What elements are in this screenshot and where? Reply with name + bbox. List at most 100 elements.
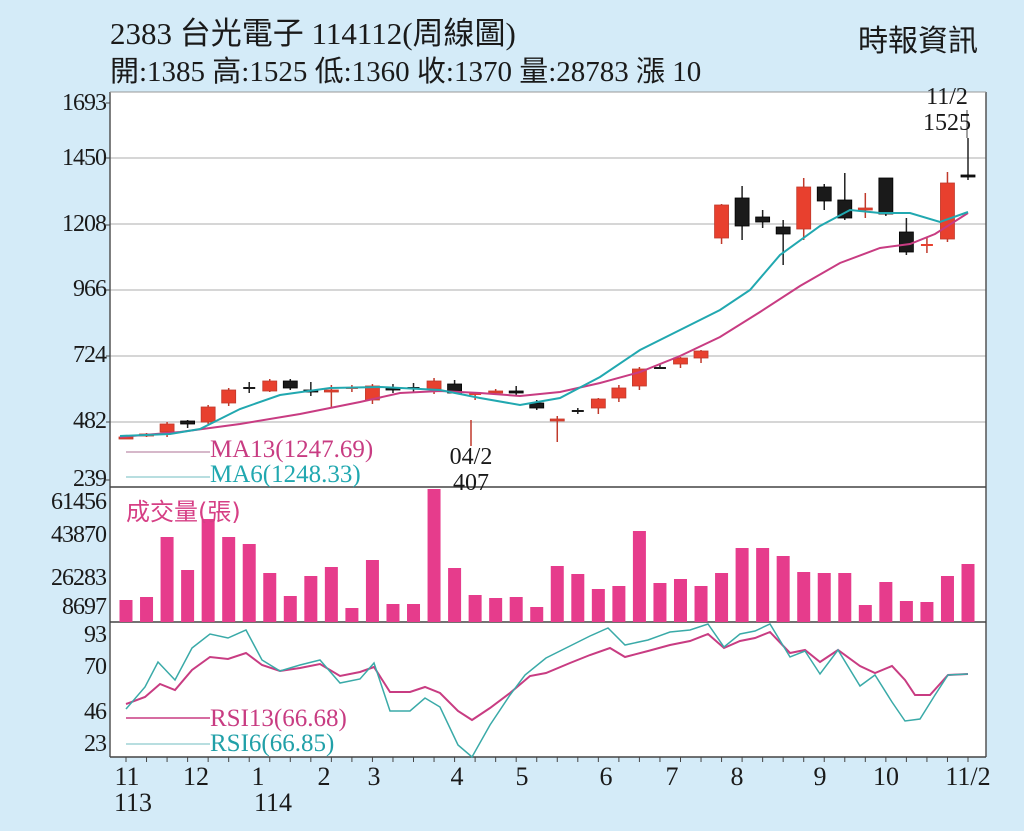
volume-bar <box>530 607 544 622</box>
up-candle <box>590 398 606 409</box>
ma13-line <box>119 212 969 438</box>
volume-bar <box>673 579 687 622</box>
x-tick: 3 <box>367 762 381 791</box>
price-tick: 482 <box>73 408 107 434</box>
volume-bar <box>591 589 605 622</box>
volume-bar <box>283 596 297 622</box>
x-tick: 11/2 <box>945 762 991 791</box>
down-candle <box>837 199 853 219</box>
volume-bar <box>940 576 954 622</box>
x-year: 114 <box>253 788 293 817</box>
price-tick: 239 <box>73 466 107 492</box>
volume-bar <box>838 573 852 622</box>
rsi13-legend: RSI13(66.68) <box>210 705 347 732</box>
up-candle <box>611 387 627 399</box>
up-candle <box>857 207 873 211</box>
price-tick: 1450 <box>62 145 107 171</box>
volume-bar <box>817 573 831 622</box>
down-candle <box>960 174 976 178</box>
volume-bar <box>653 583 667 622</box>
x-tick: 12 <box>183 762 209 791</box>
volume-bar <box>304 576 318 622</box>
x-tick: 8 <box>730 762 744 791</box>
high-date: 11/2 <box>926 84 968 110</box>
volume-bar <box>571 574 585 622</box>
volume-bar <box>407 604 421 622</box>
high-value: 1525 <box>923 110 971 136</box>
low-annotation: 04/2 407 <box>446 444 496 496</box>
volume-bar <box>509 597 523 622</box>
volume-bar <box>448 568 462 622</box>
volume-bar <box>365 560 379 622</box>
down-candle <box>878 177 894 215</box>
down-candle <box>734 197 750 227</box>
up-candle <box>488 390 504 394</box>
down-candle <box>282 380 298 389</box>
rsi-tick: 46 <box>84 699 107 725</box>
x-tick: 9 <box>813 762 827 791</box>
ohlc-summary: 開:1385 高:1525 低:1360 收:1370 量:28783 漲 10 <box>110 56 702 88</box>
volume-bar <box>961 564 975 622</box>
volume-bar <box>427 489 441 622</box>
volume-bar <box>119 600 133 622</box>
volume-tick: 43870 <box>51 522 107 548</box>
volume-bar <box>776 556 790 622</box>
rsi6-legend: RSI6(66.85) <box>210 730 335 757</box>
ma6-line <box>119 208 969 437</box>
chart-title: 2383 台光電子 114112(周線圖) <box>110 16 516 51</box>
low-date: 04/2 <box>449 444 493 470</box>
x-tick: 11 <box>114 762 140 791</box>
x-tick: 10 <box>873 762 899 791</box>
rsi-tick: 23 <box>84 731 107 757</box>
volume-bar <box>386 604 400 622</box>
rsi6-line <box>125 623 969 759</box>
x-tick: 2 <box>317 762 331 791</box>
up-candle <box>323 389 339 393</box>
rsi-tick: 93 <box>84 622 107 648</box>
x-tick: 1 <box>251 762 265 791</box>
x-tick: 7 <box>665 762 679 791</box>
volume-bar <box>797 572 811 622</box>
up-candle <box>221 389 237 404</box>
volume-bar <box>756 548 770 622</box>
volume-bar <box>550 566 564 622</box>
price-tick: 1208 <box>62 211 107 237</box>
up-candle <box>426 380 442 390</box>
volume-tick: 8697 <box>62 594 107 620</box>
volume-bar <box>345 608 359 622</box>
up-candle <box>200 406 216 423</box>
volume-bar <box>489 598 503 622</box>
volume-bar <box>242 544 256 622</box>
ma6-legend: MA6(1248.33) <box>210 461 361 488</box>
x-tick: 5 <box>515 762 529 791</box>
volume-bar <box>920 602 934 622</box>
down-candle <box>898 231 914 253</box>
x-tick: 4 <box>450 762 464 791</box>
up-candle <box>159 423 175 433</box>
up-candle <box>796 186 812 230</box>
down-candle <box>755 216 771 223</box>
up-candle <box>549 418 565 422</box>
x-tick: 6 <box>599 762 613 791</box>
up-candle <box>693 350 709 359</box>
price-tick: 1693 <box>62 90 107 116</box>
volume-title: 成交量(張) <box>126 498 241 526</box>
volume-bar <box>222 537 236 622</box>
volume-bar <box>263 573 277 622</box>
price-tick: 966 <box>73 276 107 302</box>
ma13-legend: MA13(1247.69) <box>210 436 374 463</box>
volume-bar <box>735 548 749 622</box>
volume-bar <box>858 605 872 622</box>
up-candle <box>262 380 278 392</box>
volume-bar <box>324 567 338 622</box>
volume-bar <box>181 570 195 622</box>
down-candle <box>180 420 196 425</box>
volume-tick: 61456 <box>51 489 107 515</box>
price-tick: 724 <box>73 342 107 368</box>
up-candle <box>940 182 955 240</box>
high-annotation: 11/2 1525 <box>922 84 972 136</box>
down-candle <box>816 186 832 202</box>
volume-bar <box>715 573 729 622</box>
volume-bar <box>899 601 913 622</box>
